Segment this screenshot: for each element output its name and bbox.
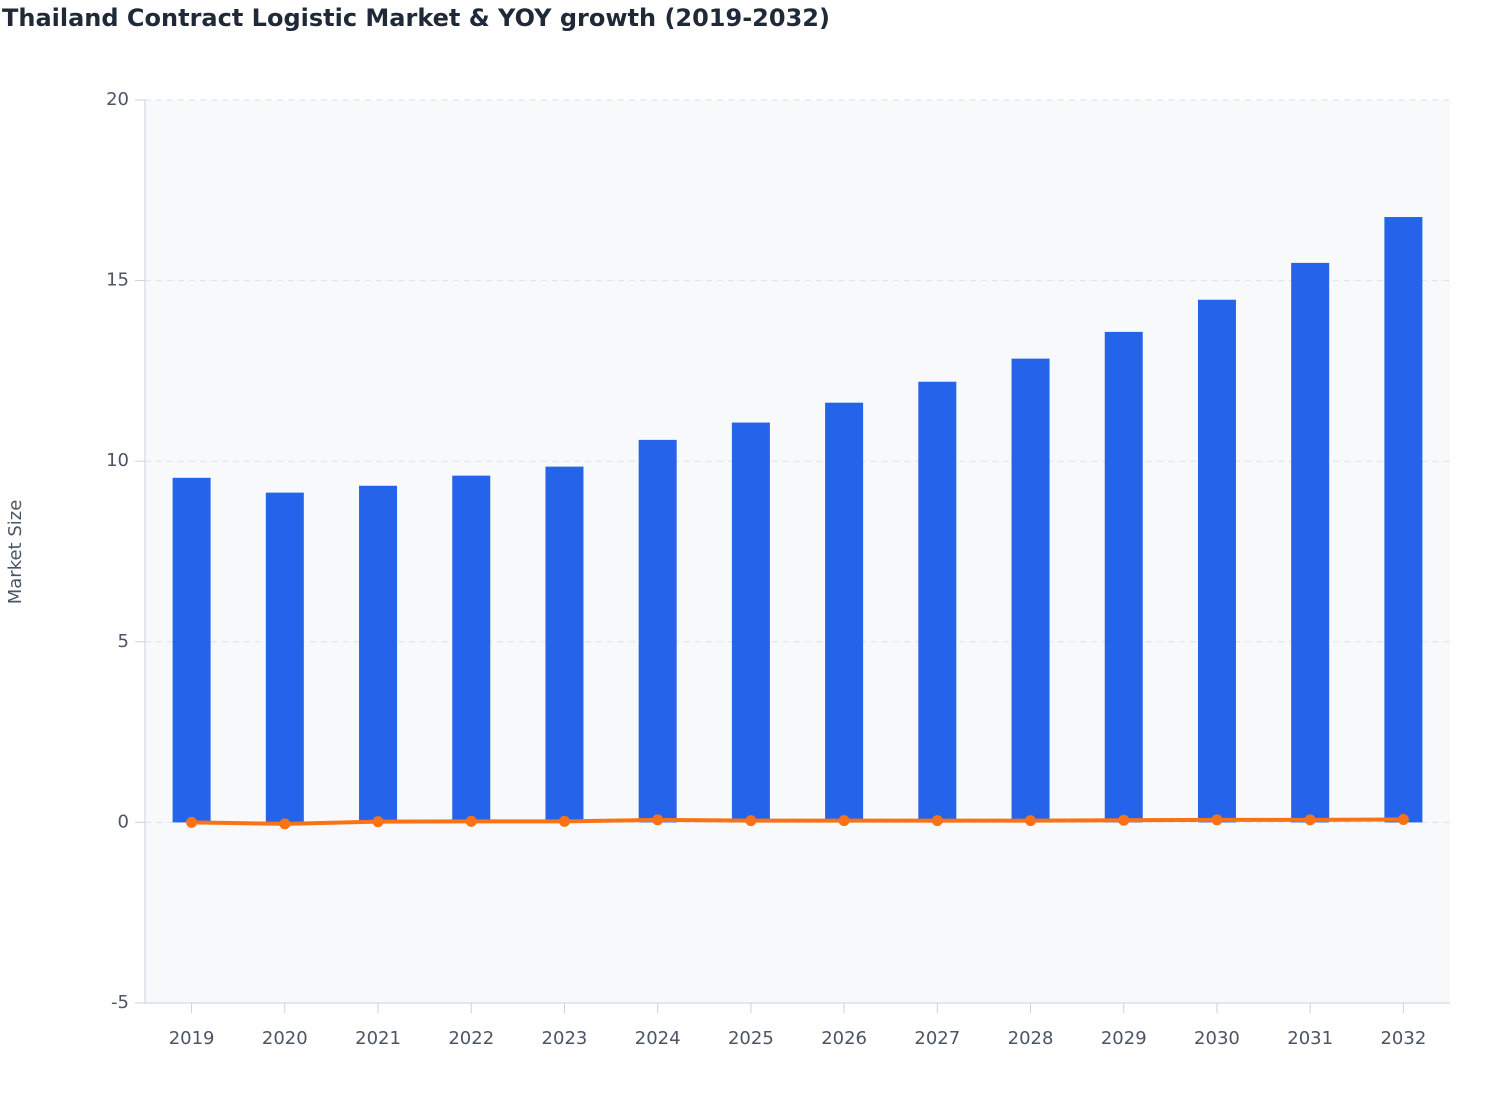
y-tick-label: 15 xyxy=(106,270,129,291)
point xyxy=(1304,814,1316,826)
bar xyxy=(638,439,677,823)
x-tick-label: 2032 xyxy=(1380,1028,1426,1049)
x-tick-label: 2030 xyxy=(1194,1028,1240,1049)
y-tick-label: 0 xyxy=(118,811,129,832)
y-tick-label: 20 xyxy=(106,89,129,110)
y-tick-label: 5 xyxy=(118,631,129,652)
bar xyxy=(1011,358,1050,823)
point xyxy=(1211,814,1223,826)
point xyxy=(1397,814,1409,826)
x-tick-label: 2022 xyxy=(448,1028,494,1049)
bar xyxy=(918,381,957,823)
y-tick-label: 10 xyxy=(106,450,129,471)
point xyxy=(465,815,477,827)
bar xyxy=(359,485,398,823)
x-tick-label: 2019 xyxy=(169,1028,215,1049)
point xyxy=(931,815,943,827)
x-tick-label: 2021 xyxy=(355,1028,401,1049)
point xyxy=(745,815,757,827)
bar xyxy=(265,492,304,823)
bar xyxy=(825,402,864,823)
bar xyxy=(1104,331,1143,823)
point xyxy=(279,818,291,830)
point xyxy=(1118,814,1130,826)
x-tick-label: 2029 xyxy=(1101,1028,1147,1049)
point xyxy=(186,816,198,828)
bar xyxy=(1197,299,1236,823)
point xyxy=(652,814,664,826)
bar xyxy=(172,477,211,823)
x-tick-label: 2026 xyxy=(821,1028,867,1049)
x-tick-label: 2028 xyxy=(1008,1028,1054,1049)
chart-title: Thailand Contract Logistic Market & YOY … xyxy=(2,4,830,32)
x-tick-label: 2031 xyxy=(1287,1028,1333,1049)
x-tick-label: 2020 xyxy=(262,1028,308,1049)
point xyxy=(372,816,384,828)
bar xyxy=(452,475,491,823)
x-tick-label: 2027 xyxy=(914,1028,960,1049)
x-tick-label: 2023 xyxy=(542,1028,588,1049)
bar xyxy=(731,422,770,823)
bar xyxy=(545,466,584,823)
point xyxy=(838,815,850,827)
x-tick-label: 2025 xyxy=(728,1028,774,1049)
point xyxy=(1025,815,1037,827)
y-axis-label: Market Size xyxy=(5,500,26,605)
line xyxy=(191,817,1404,826)
y-tick-label: -5 xyxy=(111,992,129,1013)
bar xyxy=(1384,217,1423,823)
point xyxy=(558,815,570,827)
plot-area xyxy=(145,100,1450,1003)
bar xyxy=(1291,262,1330,823)
x-tick-label: 2024 xyxy=(635,1028,681,1049)
